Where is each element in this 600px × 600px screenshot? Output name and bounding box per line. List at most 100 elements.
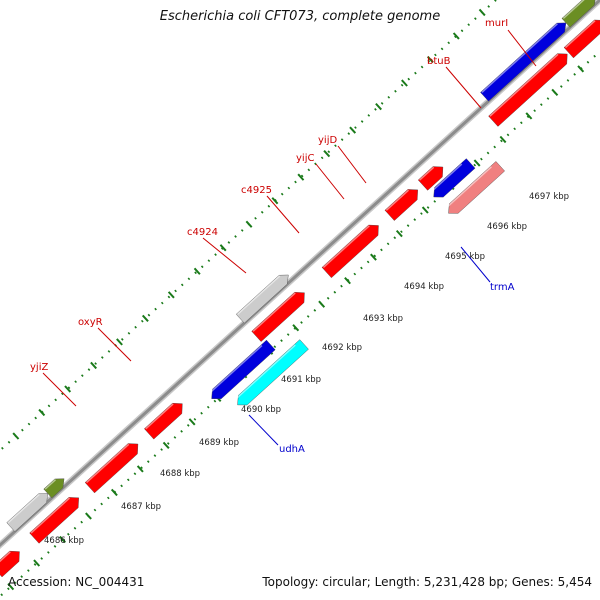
outer-tick bbox=[349, 126, 357, 134]
outer-tick bbox=[271, 197, 279, 205]
inner-tick bbox=[525, 112, 533, 120]
outer-tick bbox=[478, 8, 486, 17]
gene-feature-red-highlight bbox=[489, 53, 559, 117]
gene-feature-red[interactable] bbox=[417, 166, 444, 191]
gene-feature-olive-shape bbox=[561, 0, 596, 28]
gene-feature-red-shape bbox=[563, 19, 600, 59]
gene-feature-red[interactable] bbox=[384, 189, 418, 221]
gene-feature-pink[interactable] bbox=[445, 161, 505, 214]
scale-tick-label: 4689 kbp bbox=[199, 438, 239, 448]
inner-tick bbox=[292, 324, 300, 332]
gene-feature-red-shape bbox=[144, 403, 183, 440]
gene-feature-olive-highlight bbox=[44, 479, 57, 490]
gene-feature-red[interactable] bbox=[84, 443, 139, 494]
gene-feature-red-highlight bbox=[564, 20, 596, 49]
gene-feature-blue[interactable] bbox=[480, 22, 567, 102]
gene-feature-red-shape bbox=[384, 189, 418, 221]
scale-tick-label: 4690 kbp bbox=[241, 405, 281, 415]
gene-feature-red-shape bbox=[321, 224, 379, 279]
inner-tick bbox=[33, 559, 41, 567]
genome-summary-text: Topology: circular; Length: 5,231,428 bp… bbox=[262, 575, 592, 589]
gene-feature-blue-shape bbox=[433, 158, 476, 198]
gene-label-leader bbox=[315, 163, 345, 200]
gene-feature-red-shape bbox=[251, 292, 305, 342]
gene-feature-red[interactable] bbox=[488, 53, 568, 127]
gene-feature-blue-shape bbox=[211, 339, 276, 400]
outer-tick bbox=[167, 291, 175, 299]
scale-tick-label: 4688 kbp bbox=[160, 469, 200, 479]
gene-label-oxyR[interactable]: oxyR bbox=[78, 317, 103, 328]
outer-tick bbox=[401, 79, 408, 87]
gene-feature-gray[interactable] bbox=[6, 493, 49, 532]
gene-feature-red[interactable] bbox=[563, 19, 600, 59]
gene-feature-olive[interactable] bbox=[43, 478, 65, 499]
outer-tick bbox=[452, 32, 460, 40]
outer-tick bbox=[116, 338, 123, 346]
gene-feature-cyan[interactable] bbox=[234, 339, 309, 406]
gene-feature-blue[interactable] bbox=[430, 158, 476, 198]
gene-feature-blue-highlight bbox=[208, 345, 263, 395]
gene-label-btuB[interactable]: btuB bbox=[427, 56, 451, 67]
outer-tick bbox=[64, 385, 72, 393]
inner-tick bbox=[7, 582, 15, 591]
gene-feature-gray[interactable] bbox=[235, 274, 289, 324]
outer-tick bbox=[426, 55, 434, 64]
inner-tick bbox=[85, 512, 92, 520]
gene-label-udhA[interactable]: udhA bbox=[279, 444, 305, 455]
inner-tick bbox=[551, 88, 559, 97]
scale-tick-label: 4691 kbp bbox=[281, 375, 321, 385]
gene-label-murI[interactable]: murI bbox=[485, 18, 508, 29]
gene-feature-red-highlight bbox=[145, 403, 174, 430]
gene-feature-red-shape bbox=[29, 497, 79, 544]
outer-tick bbox=[323, 150, 331, 158]
outer-tick bbox=[38, 408, 46, 417]
scale-tick-label: 4697 kbp bbox=[529, 192, 569, 202]
gene-feature-red-highlight bbox=[30, 497, 71, 534]
gene-feature-red-shape bbox=[0, 550, 20, 578]
gene-label-c4924[interactable]: c4924 bbox=[187, 227, 218, 238]
gene-feature-red[interactable] bbox=[251, 292, 305, 342]
gene-feature-red[interactable] bbox=[144, 403, 183, 440]
gene-label-yijC[interactable]: yijC bbox=[296, 153, 314, 164]
feature-tracks[interactable] bbox=[0, 0, 600, 578]
page-title: Escherichia coli CFT073, complete genome bbox=[159, 9, 441, 24]
inner-tick bbox=[370, 253, 377, 261]
inner-tick bbox=[499, 135, 507, 144]
gene-feature-blue[interactable] bbox=[208, 339, 276, 400]
gene-feature-olive[interactable] bbox=[561, 0, 596, 28]
gene-label-leader bbox=[337, 145, 367, 184]
gene-label-c4925[interactable]: c4925 bbox=[241, 185, 272, 196]
outer-tick bbox=[375, 102, 382, 111]
gene-labels[interactable]: yjiZ oxyR c4924 c4925 yijC yijD btuB murI udhA tr… bbox=[30, 18, 537, 455]
gene-feature-cyan-highlight bbox=[234, 344, 296, 401]
gene-feature-red[interactable] bbox=[321, 224, 379, 279]
gene-label-leader bbox=[248, 414, 279, 446]
gene-label-yijD[interactable]: yijD bbox=[318, 135, 337, 146]
outer-tick bbox=[12, 432, 20, 440]
gene-feature-red-highlight bbox=[0, 551, 11, 563]
outer-tick bbox=[193, 267, 201, 275]
gene-feature-red-highlight bbox=[322, 225, 370, 269]
gene-feature-blue-shape bbox=[480, 22, 567, 102]
gene-feature-red-highlight bbox=[252, 292, 296, 332]
scale-tick-label: 4692 kbp bbox=[322, 343, 362, 353]
gene-feature-red[interactable] bbox=[29, 497, 79, 544]
gene-label-trmA[interactable]: trmA bbox=[490, 282, 515, 293]
scale-tick-label: 4695 kbp bbox=[445, 252, 485, 262]
scale-tick-label: 4693 kbp bbox=[363, 314, 403, 324]
gene-feature-red-highlight bbox=[86, 443, 130, 484]
gene-label-yjiZ[interactable]: yjiZ bbox=[30, 362, 48, 373]
inner-tick bbox=[395, 229, 403, 238]
gene-label-leader bbox=[460, 246, 491, 283]
gene-feature-gray-shape bbox=[235, 274, 289, 324]
gene-label-leader bbox=[202, 237, 247, 274]
inner-tick bbox=[110, 488, 118, 497]
inner-tick bbox=[344, 277, 351, 285]
gene-label-leader bbox=[445, 66, 482, 109]
gene-feature-red[interactable] bbox=[0, 550, 20, 578]
gene-feature-blue-highlight bbox=[481, 23, 558, 93]
inner-tick bbox=[162, 441, 170, 450]
outer-tick bbox=[90, 361, 98, 370]
